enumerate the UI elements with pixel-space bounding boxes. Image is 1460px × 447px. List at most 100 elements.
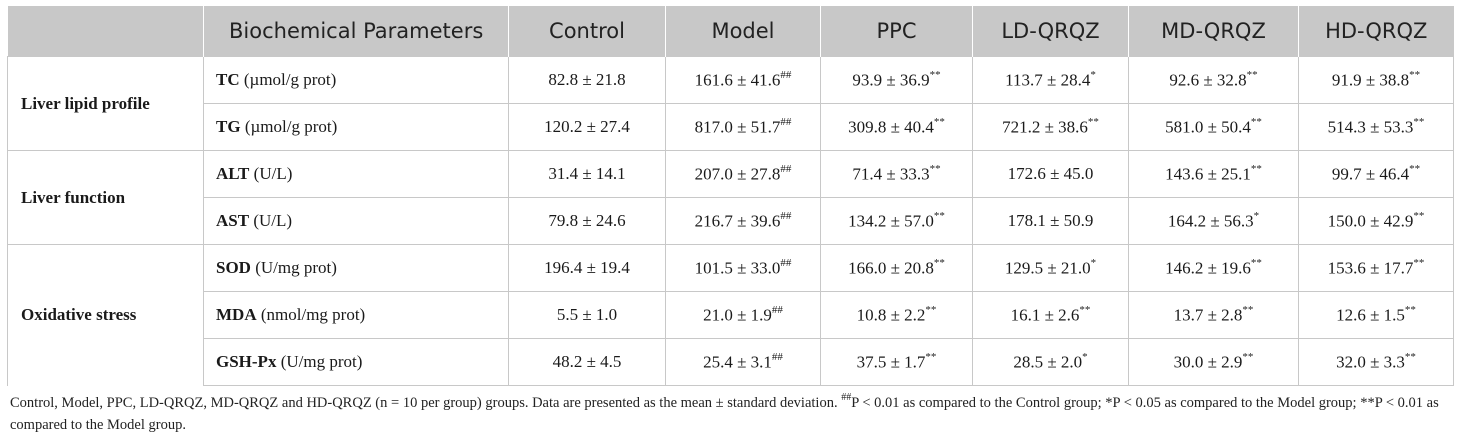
significance-mark: ## (771, 350, 783, 363)
value-cell: 153.6 ± 17.7** (1298, 244, 1454, 292)
parameter-cell: MDA (nmol/mg prot) (203, 291, 509, 339)
header-row: Biochemical Parameters Control Model PPC… (7, 6, 1454, 57)
value-cell: 25.4 ± 3.1## (665, 338, 821, 386)
cell-value: 25.4 ± 3.1 (703, 352, 772, 372)
significance-mark: ** (1250, 256, 1262, 269)
significance-mark: ** (1409, 68, 1421, 81)
value-cell: 92.6 ± 32.8** (1128, 56, 1299, 104)
group-label: Liver function (7, 150, 204, 245)
cell-value: 31.4 ± 14.1 (548, 164, 626, 183)
value-cell: 146.2 ± 19.6** (1128, 244, 1299, 292)
cell-value: 146.2 ± 19.6 (1165, 258, 1251, 278)
cell-value: 817.0 ± 51.7 (694, 117, 781, 137)
cell-value: 32.0 ± 3.3 (1336, 352, 1405, 372)
cell-value: 129.5 ± 21.0 (1004, 258, 1091, 278)
value-cell: 120.2 ± 27.4 (508, 103, 666, 151)
value-cell: 48.2 ± 4.5 (508, 338, 666, 386)
significance-mark: ## (771, 303, 783, 316)
cell-value: 92.6 ± 32.8 (1169, 70, 1247, 90)
value-cell: 166.0 ± 20.8** (820, 244, 973, 292)
parameter-cell: GSH-Px (U/mg prot) (203, 338, 509, 386)
significance-mark: ** (929, 162, 941, 175)
value-cell: 10.8 ± 2.2** (820, 291, 973, 339)
parameter-name: ALT (216, 164, 250, 183)
significance-mark: ** (1404, 350, 1416, 363)
parameter-cell: AST (U/L) (203, 197, 509, 245)
significance-mark: ## (780, 256, 792, 269)
cell-value: 178.1 ± 50.9 (1007, 211, 1094, 230)
value-cell: 101.5 ± 33.0## (665, 244, 821, 292)
significance-mark: ## (780, 162, 792, 175)
value-cell: 216.7 ± 39.6## (665, 197, 821, 245)
value-cell: 150.0 ± 42.9** (1298, 197, 1454, 245)
cell-value: 581.0 ± 50.4 (1165, 117, 1251, 137)
significance-mark: ** (1087, 115, 1099, 128)
parameter-unit: (U/mg prot) (255, 258, 337, 277)
table-row: MDA (nmol/mg prot) 5.5 ± 1.0 21.0 ± 1.9## 1… (8, 291, 1454, 339)
footnote-part-2: P < 0.01 as compared to the Control grou… (10, 394, 1439, 433)
parameter-name: AST (216, 211, 250, 230)
value-cell: 161.6 ± 41.6## (665, 56, 821, 104)
table-row: Oxidative stress SOD (U/mg prot) 196.4 ± 1… (7, 244, 1454, 386)
results-table-container: Biochemical Parameters Control Model PPC… (7, 6, 1454, 386)
value-cell: 196.4 ± 19.4 (508, 244, 666, 292)
value-cell: 21.0 ± 1.9## (665, 291, 821, 339)
table-footnote: Control, Model, PPC, LD-QRQZ, MD-QRQZ an… (10, 388, 1450, 436)
cell-value: 514.3 ± 53.3 (1327, 117, 1414, 137)
cell-value: 134.2 ± 57.0 (848, 211, 934, 231)
parameter-cell: TC (µmol/g prot) (203, 56, 509, 104)
header-model: Model (665, 6, 821, 57)
parameter-unit: (U/L) (253, 211, 293, 230)
significance-mark: ** (1404, 303, 1416, 316)
cell-value: 172.6 ± 45.0 (1007, 164, 1094, 183)
header-md-qrqz: MD-QRQZ (1128, 6, 1299, 57)
value-cell: 91.9 ± 38.8** (1298, 56, 1454, 104)
cell-value: 153.6 ± 17.7 (1327, 258, 1414, 278)
significance-mark: ** (929, 68, 941, 81)
cell-value: 13.7 ± 2.8 (1173, 305, 1243, 325)
cell-value: 166.0 ± 20.8 (848, 258, 934, 278)
value-cell: 309.8 ± 40.4** (820, 103, 973, 151)
significance-mark: ** (1413, 256, 1425, 269)
cell-value: 143.6 ± 25.1 (1165, 164, 1251, 184)
cell-value: 721.2 ± 38.6 (1002, 117, 1088, 137)
cell-value: 82.8 ± 21.8 (548, 70, 626, 89)
cell-value: 71.4 ± 33.3 (852, 164, 930, 184)
cell-value: 101.5 ± 33.0 (694, 258, 781, 278)
value-cell: 30.0 ± 2.9** (1128, 338, 1299, 386)
cell-value: 37.5 ± 1.7 (856, 352, 926, 372)
value-cell: 31.4 ± 14.1 (508, 150, 666, 198)
significance-mark: ** (933, 115, 945, 128)
parameter-name: TC (216, 70, 240, 89)
significance-mark: ** (1242, 303, 1254, 316)
significance-mark: ** (1409, 162, 1421, 175)
significance-mark: ** (933, 209, 945, 222)
parameter-cell: ALT (U/L) (203, 150, 509, 198)
group-label: Oxidative stress (7, 244, 204, 386)
value-cell: 93.9 ± 36.9** (820, 56, 973, 104)
header-ld-qrqz: LD-QRQZ (972, 6, 1129, 57)
significance-mark: ** (1250, 115, 1262, 128)
cell-value: 5.5 ± 1.0 (556, 305, 618, 324)
value-cell: 178.1 ± 50.9 (972, 197, 1129, 245)
header-ppc: PPC (820, 6, 973, 57)
value-cell: 79.8 ± 24.6 (508, 197, 666, 245)
value-cell: 13.7 ± 2.8** (1128, 291, 1299, 339)
significance-mark: ** (925, 303, 937, 316)
cell-value: 48.2 ± 4.5 (552, 352, 622, 371)
value-cell: 817.0 ± 51.7## (665, 103, 821, 151)
cell-value: 91.9 ± 38.8 (1331, 70, 1410, 90)
cell-value: 21.0 ± 1.9 (703, 305, 772, 325)
parameter-unit: (nmol/mg prot) (260, 305, 366, 324)
cell-value: 10.8 ± 2.2 (856, 305, 926, 325)
significance-mark: * (1253, 209, 1260, 222)
value-cell: 99.7 ± 46.4** (1298, 150, 1454, 198)
value-cell: 164.2 ± 56.3* (1128, 197, 1299, 245)
cell-value: 150.0 ± 42.9 (1327, 211, 1414, 231)
value-cell: 514.3 ± 53.3** (1298, 103, 1454, 151)
parameter-name: SOD (216, 258, 251, 277)
value-cell: 28.5 ± 2.0* (972, 338, 1129, 386)
significance-mark: * (1090, 256, 1097, 269)
table-row: TG (µmol/g prot) 120.2 ± 27.4 817.0 ± 51.7… (8, 103, 1454, 151)
value-cell: 134.2 ± 57.0** (820, 197, 973, 245)
